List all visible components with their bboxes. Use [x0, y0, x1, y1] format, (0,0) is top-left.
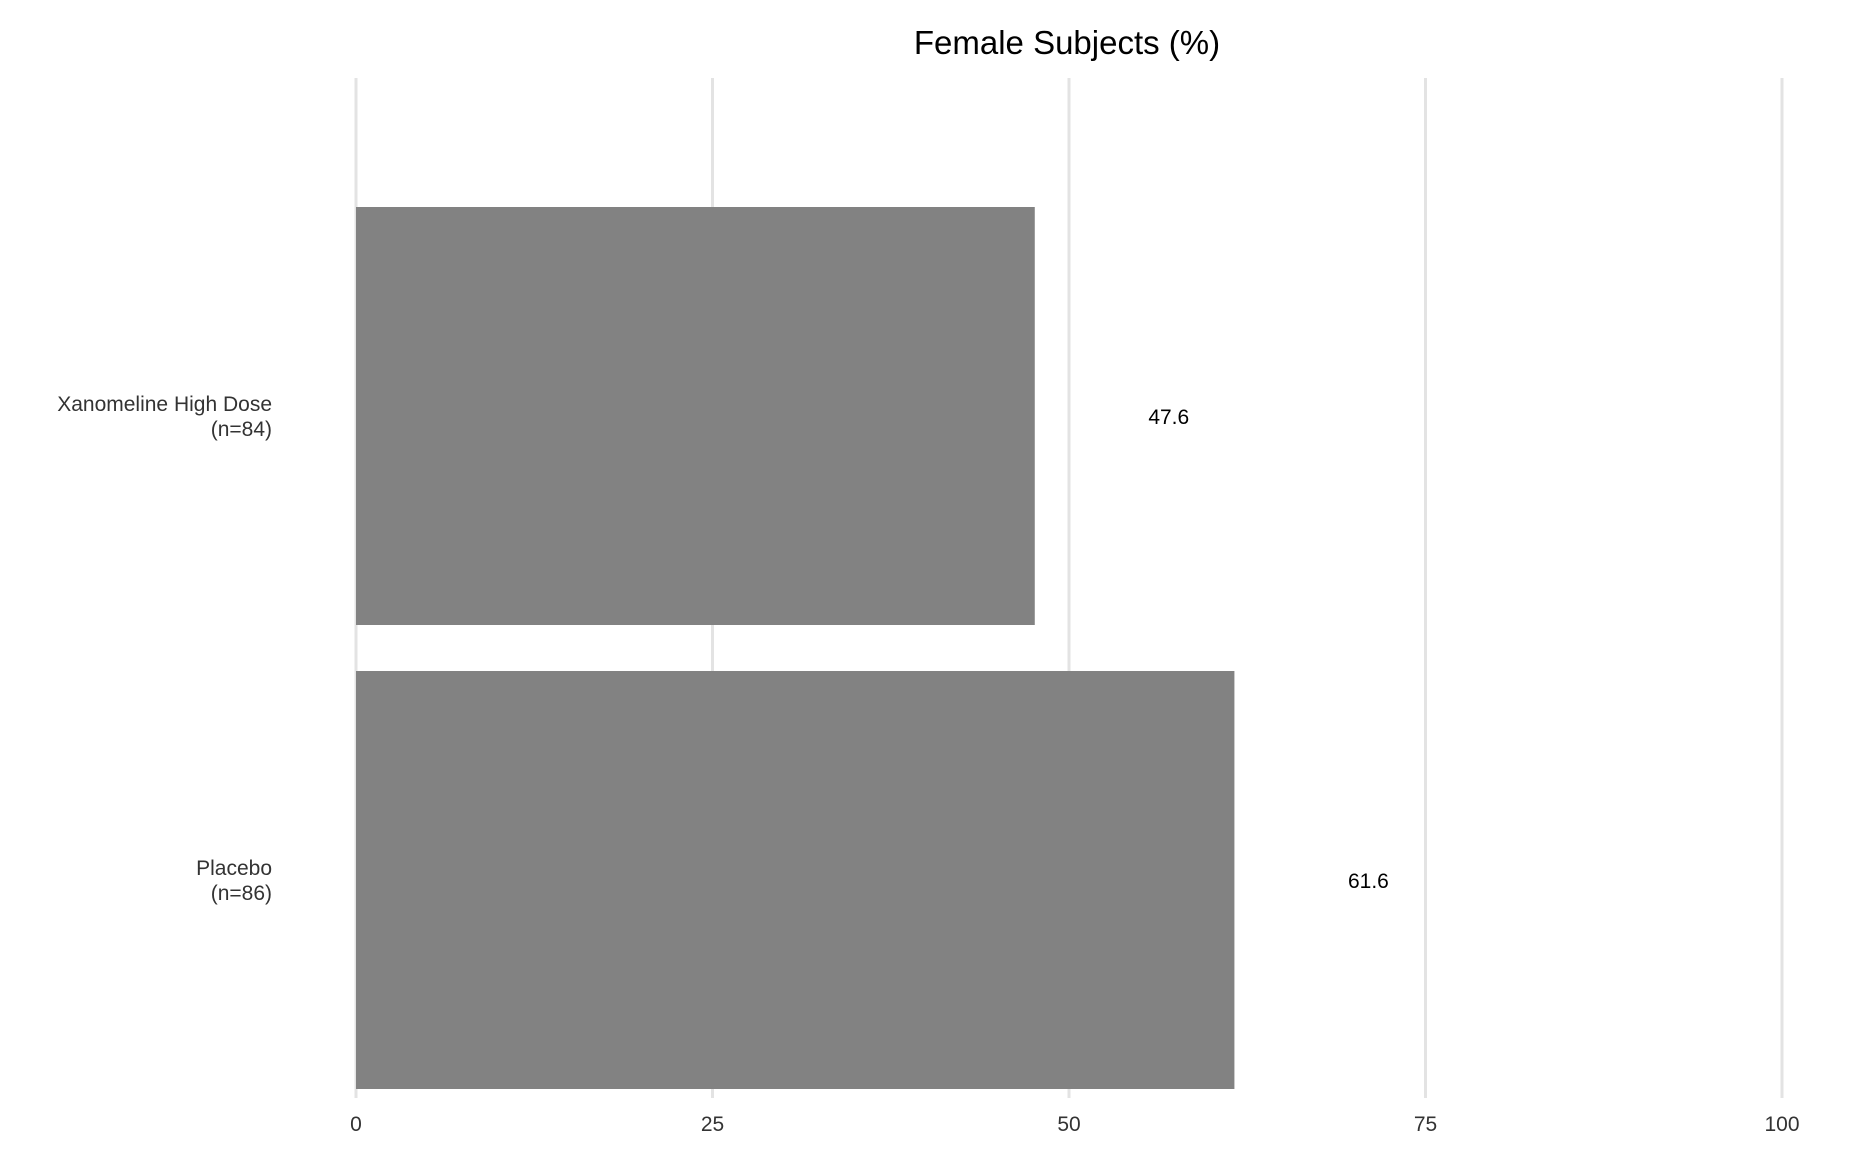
category-n-label-1: (n=84) — [211, 418, 272, 441]
x-tick-label-25: 25 — [701, 1113, 724, 1136]
data-label-1: 47.6 — [1148, 406, 1189, 429]
x-tick-label-0: 0 — [350, 1113, 362, 1136]
bar-1 — [356, 207, 1035, 625]
x-tick-label-75: 75 — [1414, 1113, 1437, 1136]
x-tick-label-100: 100 — [1764, 1113, 1799, 1136]
category-label-2: Placebo — [196, 857, 272, 880]
category-n-label-2: (n=86) — [211, 882, 272, 905]
x-axis-tick-labels: 0 25 50 75 100 — [350, 1113, 1799, 1136]
bar-2 — [356, 671, 1235, 1089]
category-label-1: Xanomeline High Dose — [57, 393, 272, 416]
category-labels: Xanomeline High Dose(n=84) Placebo(n=86) — [57, 393, 272, 905]
chart-title: Female Subjects (%) — [914, 24, 1220, 61]
data-labels: 47.6 61.6 — [1148, 406, 1389, 893]
x-tick-label-50: 50 — [1057, 1113, 1080, 1136]
data-label-2: 61.6 — [1348, 870, 1389, 893]
bars — [356, 207, 1235, 1089]
